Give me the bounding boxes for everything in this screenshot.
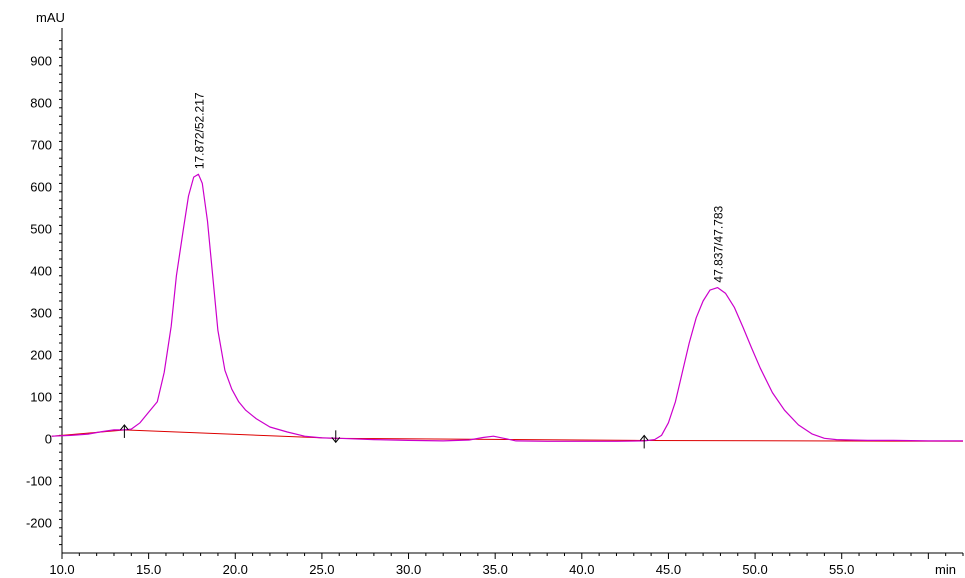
y-tick-label: 900 <box>30 54 52 69</box>
y-tick-label: 800 <box>30 96 52 111</box>
integration-marker <box>119 424 129 438</box>
x-tick-label: 55.0 <box>829 562 854 577</box>
x-tick-label: 35.0 <box>483 562 508 577</box>
x-axis-unit-label: min <box>935 562 956 577</box>
marker-arrowhead <box>331 437 341 444</box>
baseline-segment <box>124 429 336 439</box>
y-tick-label: 100 <box>30 390 52 405</box>
x-tick-label: 25.0 <box>309 562 334 577</box>
peak-annotations: 17.872/52.217 47.837/47.783 <box>192 92 725 282</box>
integration-markers <box>119 424 649 449</box>
y-axis-unit-label: mAU <box>36 10 65 25</box>
x-tick-label: 40.0 <box>569 562 594 577</box>
axes: -200 -100 0 100 200 300 400 500 600 700 800 900 10.0… <box>26 28 964 577</box>
y-tick-label: 500 <box>30 222 52 237</box>
signal-series <box>51 173 963 442</box>
x-tick-label: 20.0 <box>223 562 248 577</box>
y-tick-label: -200 <box>26 516 52 531</box>
x-tick-label: 30.0 <box>396 562 421 577</box>
y-tick-label: 600 <box>30 180 52 195</box>
y-tick-label: -100 <box>26 474 52 489</box>
x-tick-label: 45.0 <box>656 562 681 577</box>
integration-marker <box>639 434 649 449</box>
signal-trace <box>51 173 963 442</box>
peak-label: 17.872/52.217 <box>192 92 206 169</box>
peak-label: 47.837/47.783 <box>712 205 726 282</box>
x-tick-label: 15.0 <box>136 562 161 577</box>
integration-marker <box>331 430 341 444</box>
y-tick-label: 700 <box>30 138 52 153</box>
y-tick-label: 400 <box>30 264 52 279</box>
y-tick-label: 300 <box>30 306 52 321</box>
marker-arrowhead <box>119 424 129 431</box>
marker-arrowhead <box>639 434 649 441</box>
x-tick-label: 10.0 <box>49 562 74 577</box>
y-tick-label: 200 <box>30 348 52 363</box>
baseline-segment <box>335 437 645 441</box>
y-tick-label: 0 <box>45 432 52 447</box>
x-tick-label: 50.0 <box>742 562 767 577</box>
